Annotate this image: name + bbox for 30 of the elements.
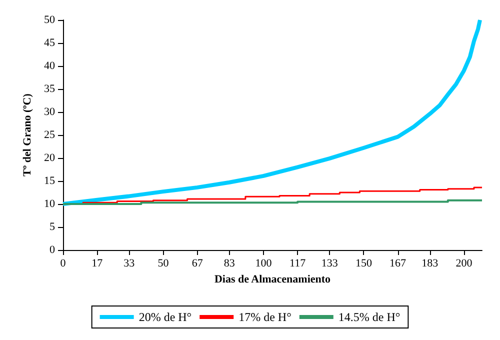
x-tick-label: 0 <box>60 258 66 270</box>
x-tick-label: 117 <box>290 258 306 270</box>
y-tick-label: 35 <box>44 83 56 95</box>
x-tick-label: 183 <box>422 258 439 270</box>
x-tick-label: 67 <box>192 258 204 270</box>
y-tick-label: 5 <box>50 221 56 233</box>
x-tick-label: 200 <box>456 258 473 270</box>
y-tick-label: 45 <box>44 37 56 49</box>
x-tick-label: 100 <box>255 258 272 270</box>
x-tick-label: 133 <box>321 258 338 270</box>
y-tick-label: 30 <box>44 106 56 118</box>
x-tick-label: 150 <box>355 258 372 270</box>
legend-label: 20% de H° <box>138 310 192 324</box>
y-tick-label: 50 <box>44 14 56 26</box>
y-tick-label: 20 <box>44 152 56 164</box>
y-tick-label: 40 <box>44 60 56 72</box>
legend-label: 17% de H° <box>238 310 292 324</box>
y-tick-label: 0 <box>50 244 56 256</box>
x-axis-title: Dias de Almacenamiento <box>214 273 332 286</box>
y-tick-label: 25 <box>44 129 56 141</box>
x-tick-label: 167 <box>390 258 407 270</box>
line-series <box>61 18 482 206</box>
x-tick-label: 50 <box>158 258 170 270</box>
x-tick-label: 17 <box>92 258 104 270</box>
y-tick-label: 10 <box>44 198 56 210</box>
x-tick-label: 33 <box>124 258 136 270</box>
y-axis-title: Tº del Grano (ºC) <box>22 93 34 176</box>
legend-label: 14.5% de H° <box>338 310 400 324</box>
y-tick-label: 15 <box>44 175 56 187</box>
x-tick-label: 83 <box>224 258 236 270</box>
